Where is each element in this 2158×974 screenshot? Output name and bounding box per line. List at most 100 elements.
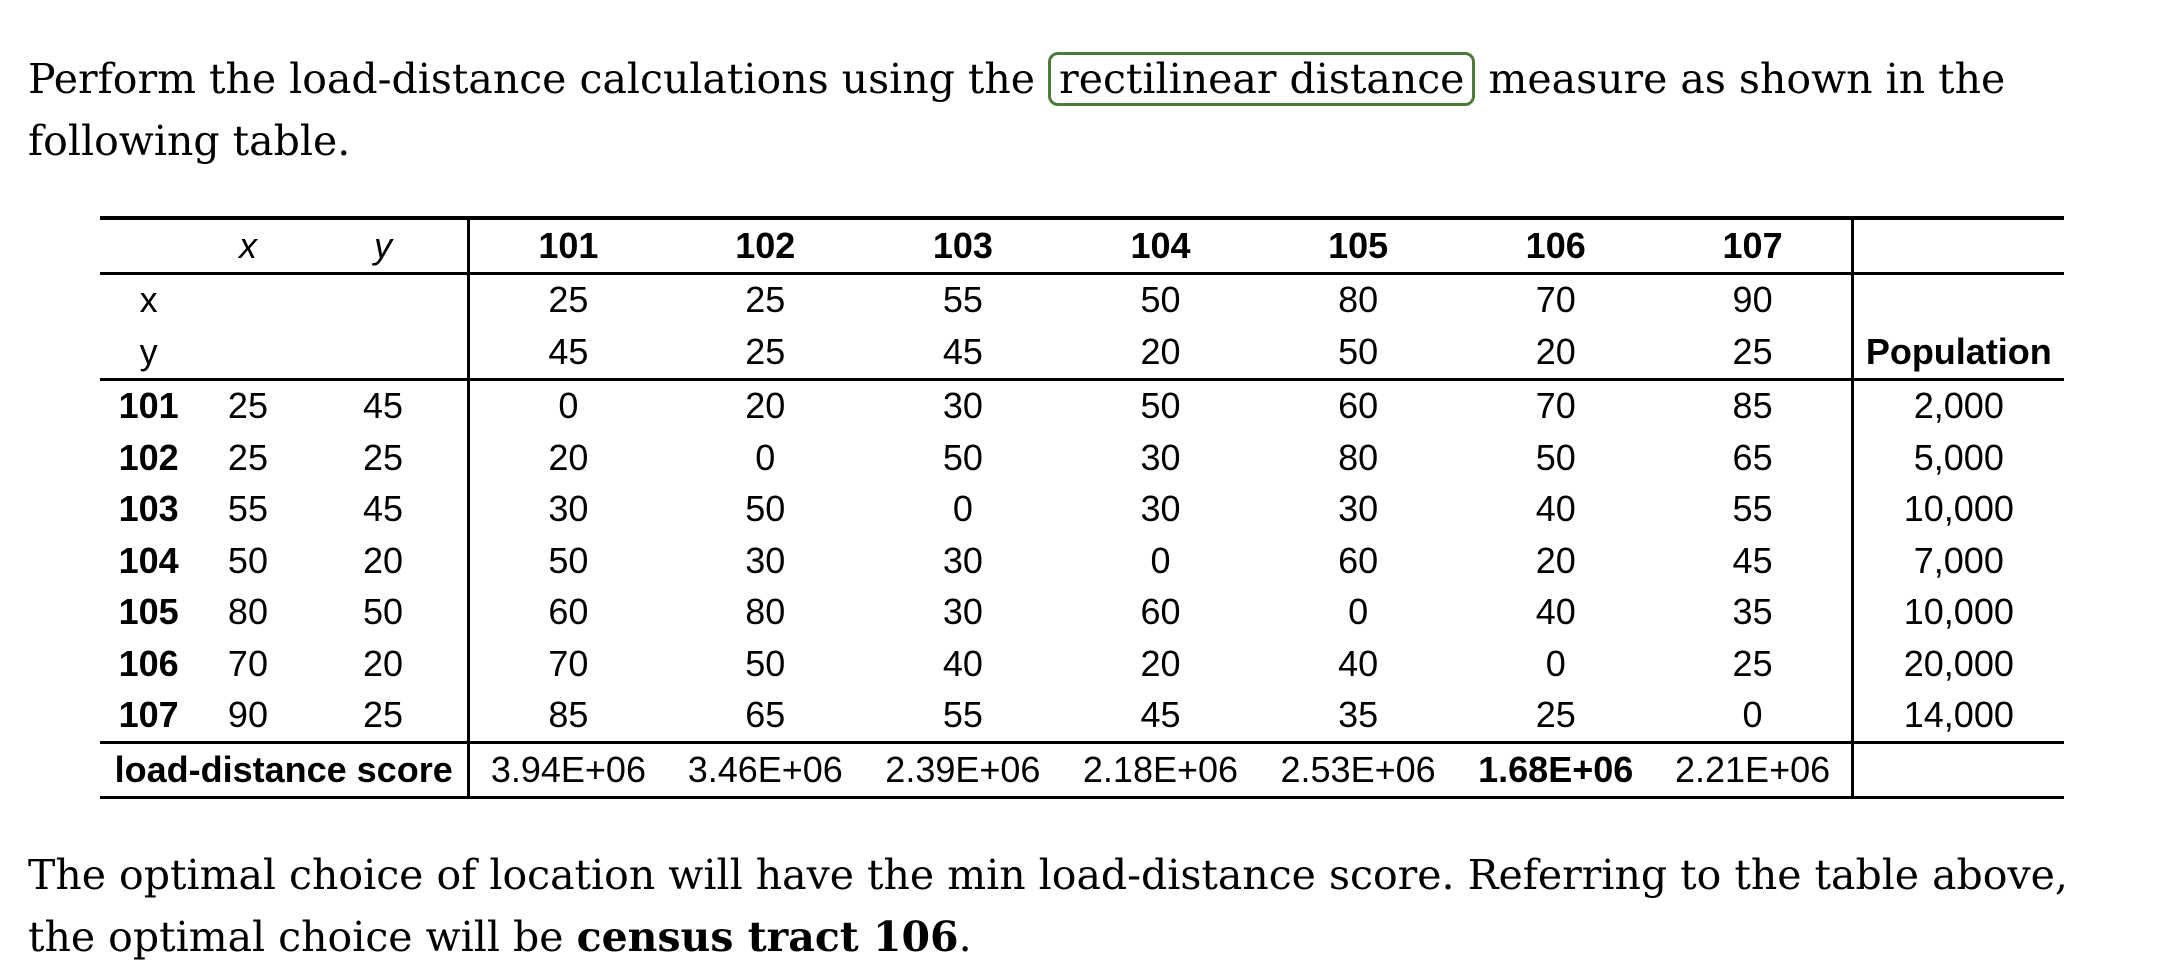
distance-cell: 30 xyxy=(942,385,983,427)
table-row: 101 25 45 0 20 30 50 60 70 85 2,000 xyxy=(100,379,2064,432)
distance-cell: 50 xyxy=(745,642,786,684)
row-x: 80 xyxy=(227,591,268,633)
column-x-value: 25 xyxy=(745,279,786,321)
row-tract: 103 xyxy=(118,488,179,530)
row-y: 50 xyxy=(362,591,403,633)
distance-cell: 45 xyxy=(1654,535,1854,587)
distance-cell: 85 xyxy=(467,689,667,743)
load-distance-table: x y 101 102 103 104 105 106 107 x 25 25 … xyxy=(100,216,2064,799)
row-population: 2,000 xyxy=(1913,385,2004,427)
table-row: 107 90 25 85 65 55 45 35 25 0 14,000 xyxy=(100,689,2064,743)
distance-cell: 30 xyxy=(467,483,667,535)
conclusion-text-end: . xyxy=(958,913,972,961)
distance-cell: 50 xyxy=(1535,436,1576,478)
distance-cell: 70 xyxy=(467,638,667,690)
column-header: 104 xyxy=(1061,216,1260,275)
column-y-value: 25 xyxy=(666,326,865,381)
column-header: 103 xyxy=(864,216,1062,275)
distance-cell: 40 xyxy=(1535,591,1576,633)
intro-paragraph: Perform the load-distance calculations u… xyxy=(28,48,2138,172)
population-header-spacer xyxy=(1852,216,2064,275)
distance-cell: 30 xyxy=(1140,488,1181,530)
table-row: 102 25 25 20 0 50 30 80 50 65 5,000 xyxy=(100,432,2064,484)
row-y: 20 xyxy=(362,642,403,684)
distance-cell: 55 xyxy=(942,694,983,736)
column-y-value: 45 xyxy=(467,326,667,381)
row-population: 10,000 xyxy=(1903,591,2014,633)
column-x-value: 90 xyxy=(1654,273,1854,326)
distance-cell: 60 xyxy=(1338,385,1379,427)
distance-cell: 0 xyxy=(1348,591,1369,633)
row-y: 45 xyxy=(362,488,403,530)
distance-cell: 50 xyxy=(942,436,983,478)
intro-text-start: Perform the load-distance calculations u… xyxy=(28,55,1049,103)
row-population: 14,000 xyxy=(1903,694,2014,736)
row-y: 45 xyxy=(362,385,403,427)
row-population: 20,000 xyxy=(1903,642,2014,684)
row-tract: 102 xyxy=(118,436,179,478)
row-population: 10,000 xyxy=(1903,488,2014,530)
row-y: 25 xyxy=(362,694,403,736)
row-x: 90 xyxy=(227,694,268,736)
distance-cell: 50 xyxy=(467,535,667,587)
column-y-row: y 45 25 45 20 50 20 25 Population xyxy=(100,326,2064,381)
row-x: 25 xyxy=(227,436,268,478)
distance-cell: 0 xyxy=(755,436,776,478)
score-cell: 2.18E+06 xyxy=(1061,741,1260,799)
y-row-label: y xyxy=(100,326,198,381)
column-x-value: 55 xyxy=(942,279,983,321)
column-x-value: 50 xyxy=(1140,279,1181,321)
corner-cell xyxy=(100,216,198,275)
distance-cell: 65 xyxy=(745,694,786,736)
table-row: 106 70 20 70 50 40 20 40 0 25 20,000 xyxy=(100,638,2064,690)
distance-cell: 40 xyxy=(1338,642,1379,684)
table-row: 103 55 45 30 50 0 30 30 40 55 10,000 xyxy=(100,483,2064,535)
score-row: load-distance score 3.94E+06 3.46E+06 2.39… xyxy=(100,741,2064,799)
score-cell: 2.39E+06 xyxy=(864,741,1062,799)
distance-cell: 50 xyxy=(1140,385,1181,427)
column-y-value: 50 xyxy=(1259,326,1457,381)
column-header: 105 xyxy=(1259,216,1457,275)
distance-cell: 45 xyxy=(1140,694,1181,736)
column-x-value: 70 xyxy=(1535,279,1576,321)
column-y-value: 20 xyxy=(1061,326,1260,381)
row-tract: 106 xyxy=(118,642,179,684)
row-tract: 105 xyxy=(118,591,179,633)
highlighted-term: rectilinear distance xyxy=(1048,52,1476,106)
row-y: 20 xyxy=(362,539,403,581)
column-header: 101 xyxy=(467,216,667,275)
distance-cell: 35 xyxy=(1654,586,1854,638)
row-tract: 104 xyxy=(118,539,179,581)
header-row: x y 101 102 103 104 105 106 107 xyxy=(100,216,2064,275)
distance-cell: 20 xyxy=(1535,539,1576,581)
column-x-value: 80 xyxy=(1338,279,1379,321)
distance-cell: 0 xyxy=(467,379,667,432)
row-x: 70 xyxy=(227,642,268,684)
row-population: 7,000 xyxy=(1913,539,2004,581)
score-cell: 3.46E+06 xyxy=(666,741,865,799)
conclusion-text-start: The optimal choice of location will have… xyxy=(28,851,2068,961)
distance-cell: 20 xyxy=(467,432,667,484)
distance-cell: 30 xyxy=(942,539,983,581)
row-tract: 107 xyxy=(118,694,179,736)
distance-cell: 30 xyxy=(942,591,983,633)
distance-cell: 85 xyxy=(1654,379,1854,432)
column-header: 107 xyxy=(1654,216,1854,275)
distance-cell: 30 xyxy=(1338,488,1379,530)
distance-cell: 55 xyxy=(1654,483,1854,535)
best-score-cell: 1.68E+06 xyxy=(1456,741,1655,799)
distance-cell: 60 xyxy=(467,586,667,638)
x-row-label: x xyxy=(139,279,158,321)
score-cell: 3.94E+06 xyxy=(467,741,667,799)
distance-cell: 80 xyxy=(745,591,786,633)
distance-cell: 25 xyxy=(1654,638,1854,690)
table-row: 105 80 50 60 80 30 60 0 40 35 10,000 xyxy=(100,586,2064,638)
distance-cell: 65 xyxy=(1654,432,1854,484)
score-population-spacer xyxy=(1852,741,2064,799)
distance-cell: 40 xyxy=(942,642,983,684)
distance-cell: 20 xyxy=(745,385,786,427)
distance-cell: 60 xyxy=(1338,539,1379,581)
column-y-value: 20 xyxy=(1456,326,1655,381)
row-x: 50 xyxy=(227,539,268,581)
row-x: 25 xyxy=(227,385,268,427)
